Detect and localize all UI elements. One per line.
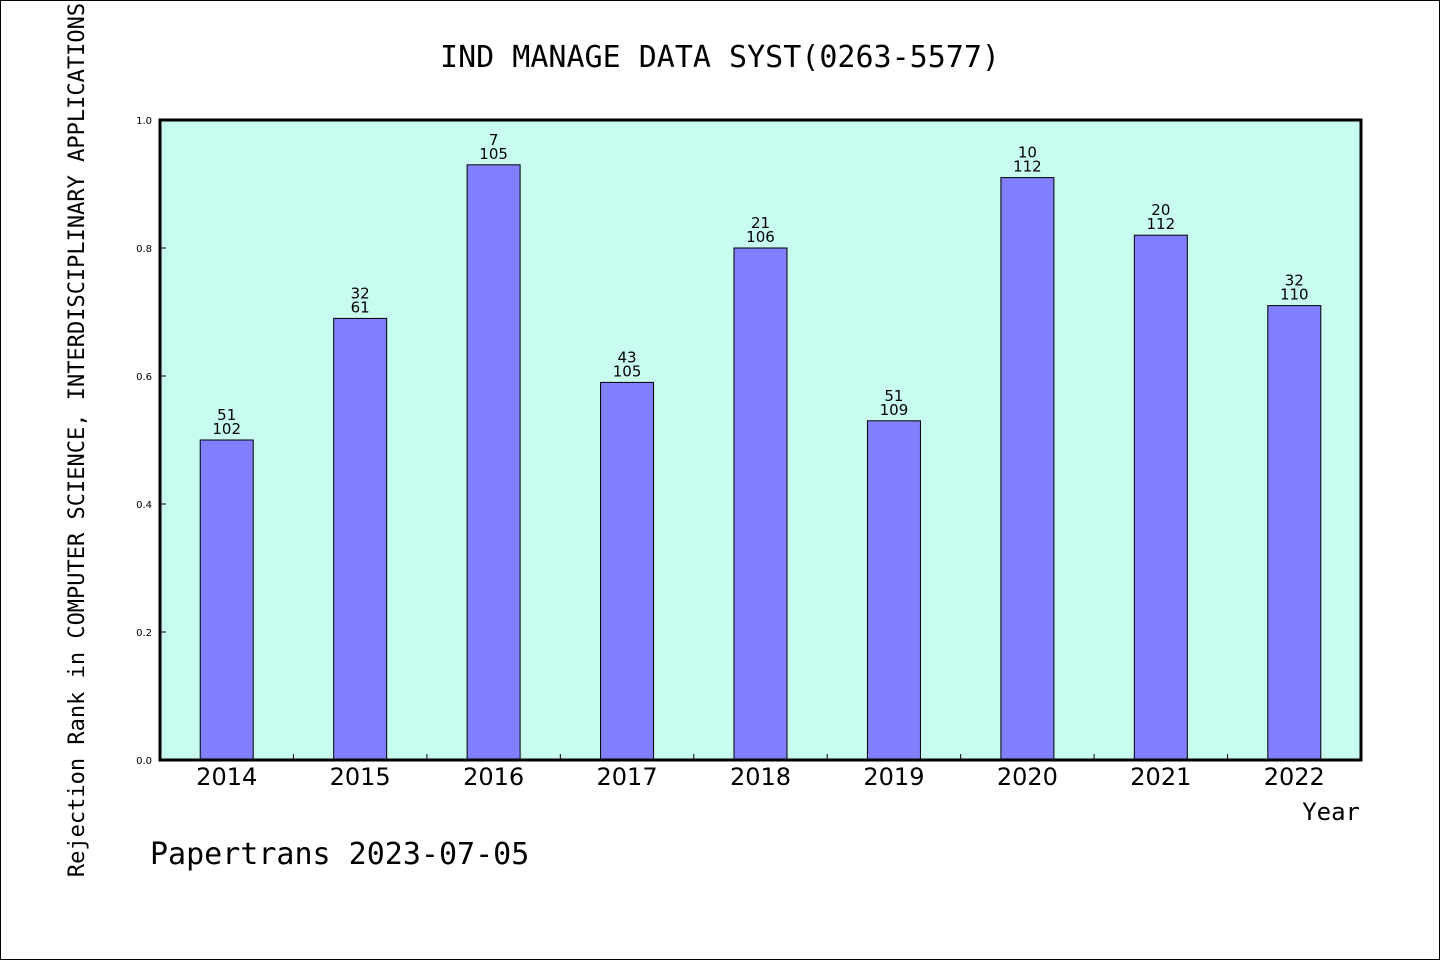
- bar-label-bottom: 112: [1147, 215, 1176, 233]
- y-tick-label: 0.6: [136, 372, 152, 383]
- y-tick-label: 0.4: [136, 500, 152, 511]
- bar-label-bottom: 61: [351, 298, 370, 316]
- y-tick-label: 0.0: [136, 756, 152, 767]
- bar-label-top: 20: [1151, 201, 1170, 219]
- y-axis-label: Rejection Rank in COMPUTER SCIENCE, INTE…: [65, 3, 90, 877]
- bar-label-top: 43: [618, 348, 637, 366]
- bar-2021: [1133, 234, 1188, 761]
- bar-2019: [866, 420, 921, 761]
- bar-label-bottom: 110: [1280, 286, 1309, 304]
- bar-label-bottom: 105: [479, 145, 508, 163]
- bar-label-top: 51: [884, 387, 903, 405]
- bar-label-top: 7: [489, 131, 499, 149]
- x-tick-label: 2022: [1264, 763, 1325, 791]
- y-tick-label: 0.8: [136, 244, 152, 255]
- chart-title: IND MANAGE DATA SYST(0263-5577): [440, 40, 1000, 75]
- bar-label-top: 21: [751, 214, 770, 232]
- x-tick-label: 2015: [330, 763, 391, 791]
- footer-text: Papertrans 2023-07-05: [150, 837, 529, 872]
- bar-label-bottom: 106: [746, 228, 775, 246]
- bar-label-bottom: 112: [1013, 158, 1042, 176]
- bar-2022: [1267, 305, 1322, 761]
- bar-label-top: 51: [217, 406, 236, 424]
- x-tick-label: 2017: [597, 763, 658, 791]
- x-ticks-group: 2014 2015 2016 2017 2018 2019 2020 2021 2022: [196, 754, 1325, 791]
- bar-2014: [199, 439, 254, 761]
- bar-label-top: 10: [1018, 144, 1037, 162]
- x-tick-label: 2018: [730, 763, 791, 791]
- x-tick-label: 2020: [997, 763, 1058, 791]
- bar-2015: [333, 317, 388, 761]
- x-tick-label: 2021: [1130, 763, 1191, 791]
- bar-2017: [600, 381, 655, 761]
- bar-label-bottom: 109: [880, 401, 909, 419]
- x-tick-label: 2016: [463, 763, 524, 791]
- y-tick-label: 1.0: [136, 116, 152, 127]
- x-tick-label: 2019: [863, 763, 924, 791]
- bar-2018: [733, 247, 788, 761]
- bar-2016: [466, 164, 521, 761]
- bar-label-top: 32: [351, 284, 370, 302]
- bars-group: 5110232617105431052110651109101122011232…: [199, 131, 1322, 761]
- plot-border: [158, 118, 1363, 762]
- y-tick-label: 0.2: [136, 628, 152, 639]
- bar-label-bottom: 105: [613, 362, 642, 380]
- bar-label-top: 32: [1285, 272, 1304, 290]
- bar-2020: [1000, 177, 1055, 761]
- x-axis-label: Year: [1302, 798, 1360, 826]
- x-tick-label: 2014: [196, 763, 257, 791]
- bar-label-bottom: 102: [212, 420, 241, 438]
